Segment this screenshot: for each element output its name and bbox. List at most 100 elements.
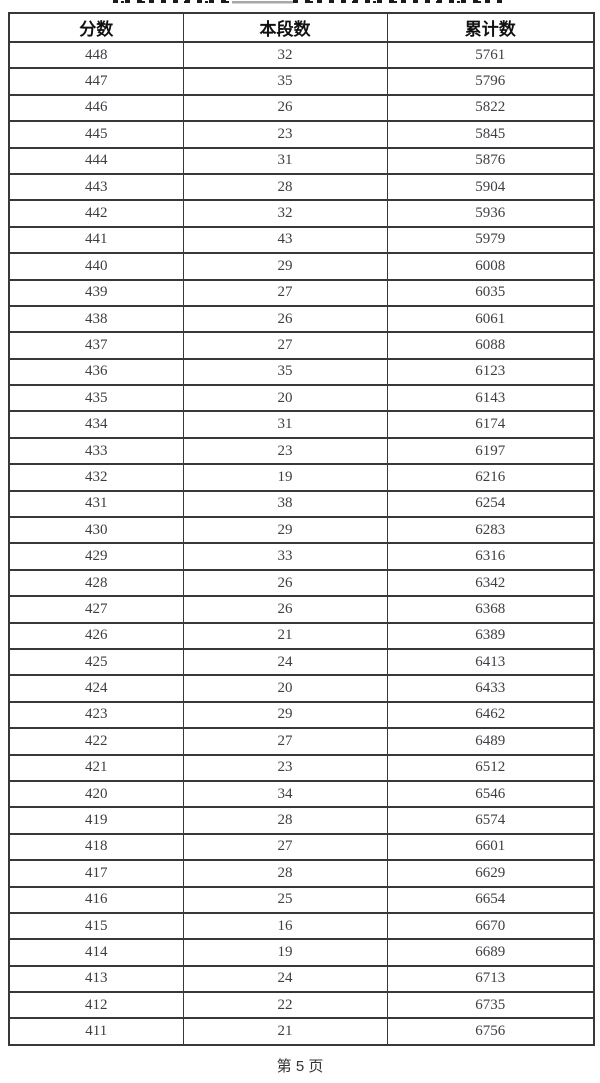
cumulative-count-cell: 6413	[386, 647, 595, 677]
table-row: 430 29 6283	[8, 516, 595, 545]
cumulative-count-cell: 6254	[386, 489, 595, 519]
cumulative-count-cell: 5904	[386, 172, 595, 202]
cumulative-count-cell: 5845	[386, 120, 595, 149]
clipped-title-fragment	[113, 0, 506, 4]
cumulative-count-cell: 6143	[386, 384, 595, 413]
column-header-cumulative-count: 累计数	[386, 12, 595, 43]
segment-count-cell: 29	[182, 252, 388, 281]
table-row: 421 23 6512	[8, 753, 595, 782]
segment-count-cell: 28	[182, 859, 388, 888]
score-cell: 444	[8, 146, 184, 175]
table-row: 445 23 5845	[8, 120, 595, 149]
cumulative-count-cell: 5876	[386, 146, 595, 175]
cumulative-count-cell: 6654	[386, 885, 595, 914]
score-cell: 420	[8, 779, 184, 809]
segment-count-cell: 23	[182, 120, 388, 149]
segment-count-cell: 35	[182, 357, 388, 387]
table-row: 448 32 5761	[8, 40, 595, 70]
score-cell: 425	[8, 647, 184, 677]
clipped-title-blank-underline	[232, 0, 293, 4]
segment-count-cell: 23	[182, 753, 388, 782]
table-row: 434 31 6174	[8, 410, 595, 439]
score-cell: 415	[8, 911, 184, 941]
table-row: 433 23 6197	[8, 436, 595, 466]
cumulative-count-cell: 6174	[386, 410, 595, 439]
score-cell: 436	[8, 357, 184, 387]
segment-count-cell: 27	[182, 331, 388, 360]
score-cell: 443	[8, 172, 184, 202]
table-row: 413 24 6713	[8, 964, 595, 994]
segment-count-cell: 31	[182, 410, 388, 439]
cumulative-count-cell: 5761	[386, 40, 595, 70]
cumulative-count-cell: 6316	[386, 542, 595, 571]
score-cell: 445	[8, 120, 184, 149]
table-row: 420 34 6546	[8, 779, 595, 809]
segment-count-cell: 19	[182, 938, 388, 967]
score-cell: 429	[8, 542, 184, 571]
cumulative-count-cell: 6713	[386, 964, 595, 994]
score-cell: 428	[8, 568, 184, 598]
segment-count-cell: 19	[182, 463, 388, 492]
cumulative-count-cell: 6283	[386, 516, 595, 545]
segment-count-cell: 27	[182, 278, 388, 307]
score-cell: 439	[8, 278, 184, 307]
cumulative-count-cell: 5979	[386, 225, 595, 255]
score-cell: 426	[8, 621, 184, 650]
table-row: 426 21 6389	[8, 621, 595, 650]
table-row: 411 21 6756	[8, 1017, 595, 1046]
cumulative-count-cell: 6689	[386, 938, 595, 967]
score-cell: 431	[8, 489, 184, 519]
score-cell: 430	[8, 516, 184, 545]
cumulative-count-cell: 6061	[386, 304, 595, 334]
segment-count-cell: 32	[182, 40, 388, 70]
segment-count-cell: 26	[182, 93, 388, 123]
table-body: 448 32 5761 447 35 5796 446 26 5822 445 …	[8, 40, 595, 1046]
column-header-segment-count: 本段数	[182, 12, 388, 43]
score-cell: 438	[8, 304, 184, 334]
segment-count-cell: 21	[182, 621, 388, 650]
segment-count-cell: 20	[182, 384, 388, 413]
segment-count-cell: 32	[182, 199, 388, 228]
table-row: 437 27 6088	[8, 331, 595, 360]
table-row: 422 27 6489	[8, 727, 595, 756]
table-row: 432 19 6216	[8, 463, 595, 492]
segment-count-cell: 20	[182, 674, 388, 703]
cumulative-count-cell: 6546	[386, 779, 595, 809]
table-row: 431 38 6254	[8, 489, 595, 519]
score-cell: 414	[8, 938, 184, 967]
score-cell: 433	[8, 436, 184, 466]
table-row: 435 20 6143	[8, 384, 595, 413]
table-row: 423 29 6462	[8, 700, 595, 730]
cumulative-count-cell: 6756	[386, 1017, 595, 1046]
table-row: 441 43 5979	[8, 225, 595, 255]
segment-count-cell: 35	[182, 67, 388, 96]
table-row: 439 27 6035	[8, 278, 595, 307]
score-cell: 441	[8, 225, 184, 255]
score-cell: 432	[8, 463, 184, 492]
segment-count-cell: 34	[182, 779, 388, 809]
table-row: 440 29 6008	[8, 252, 595, 281]
table-row: 418 27 6601	[8, 832, 595, 862]
score-cell: 434	[8, 410, 184, 439]
cumulative-count-cell: 6512	[386, 753, 595, 782]
score-cell: 448	[8, 40, 184, 70]
cumulative-count-cell: 6008	[386, 252, 595, 281]
cumulative-count-cell: 6197	[386, 436, 595, 466]
table-row: 427 26 6368	[8, 595, 595, 624]
segment-count-cell: 29	[182, 516, 388, 545]
table-row: 428 26 6342	[8, 568, 595, 598]
column-header-score: 分数	[8, 12, 184, 43]
score-cell: 418	[8, 832, 184, 862]
table-row: 424 20 6433	[8, 674, 595, 703]
cumulative-count-cell: 6462	[386, 700, 595, 730]
cumulative-count-cell: 6123	[386, 357, 595, 387]
table-row: 416 25 6654	[8, 885, 595, 914]
cumulative-count-cell: 5936	[386, 199, 595, 228]
table-row: 438 26 6061	[8, 304, 595, 334]
segment-count-cell: 26	[182, 568, 388, 598]
score-cell: 411	[8, 1017, 184, 1046]
cumulative-count-cell: 6216	[386, 463, 595, 492]
table-row: 444 31 5876	[8, 146, 595, 175]
cumulative-count-cell: 6601	[386, 832, 595, 862]
